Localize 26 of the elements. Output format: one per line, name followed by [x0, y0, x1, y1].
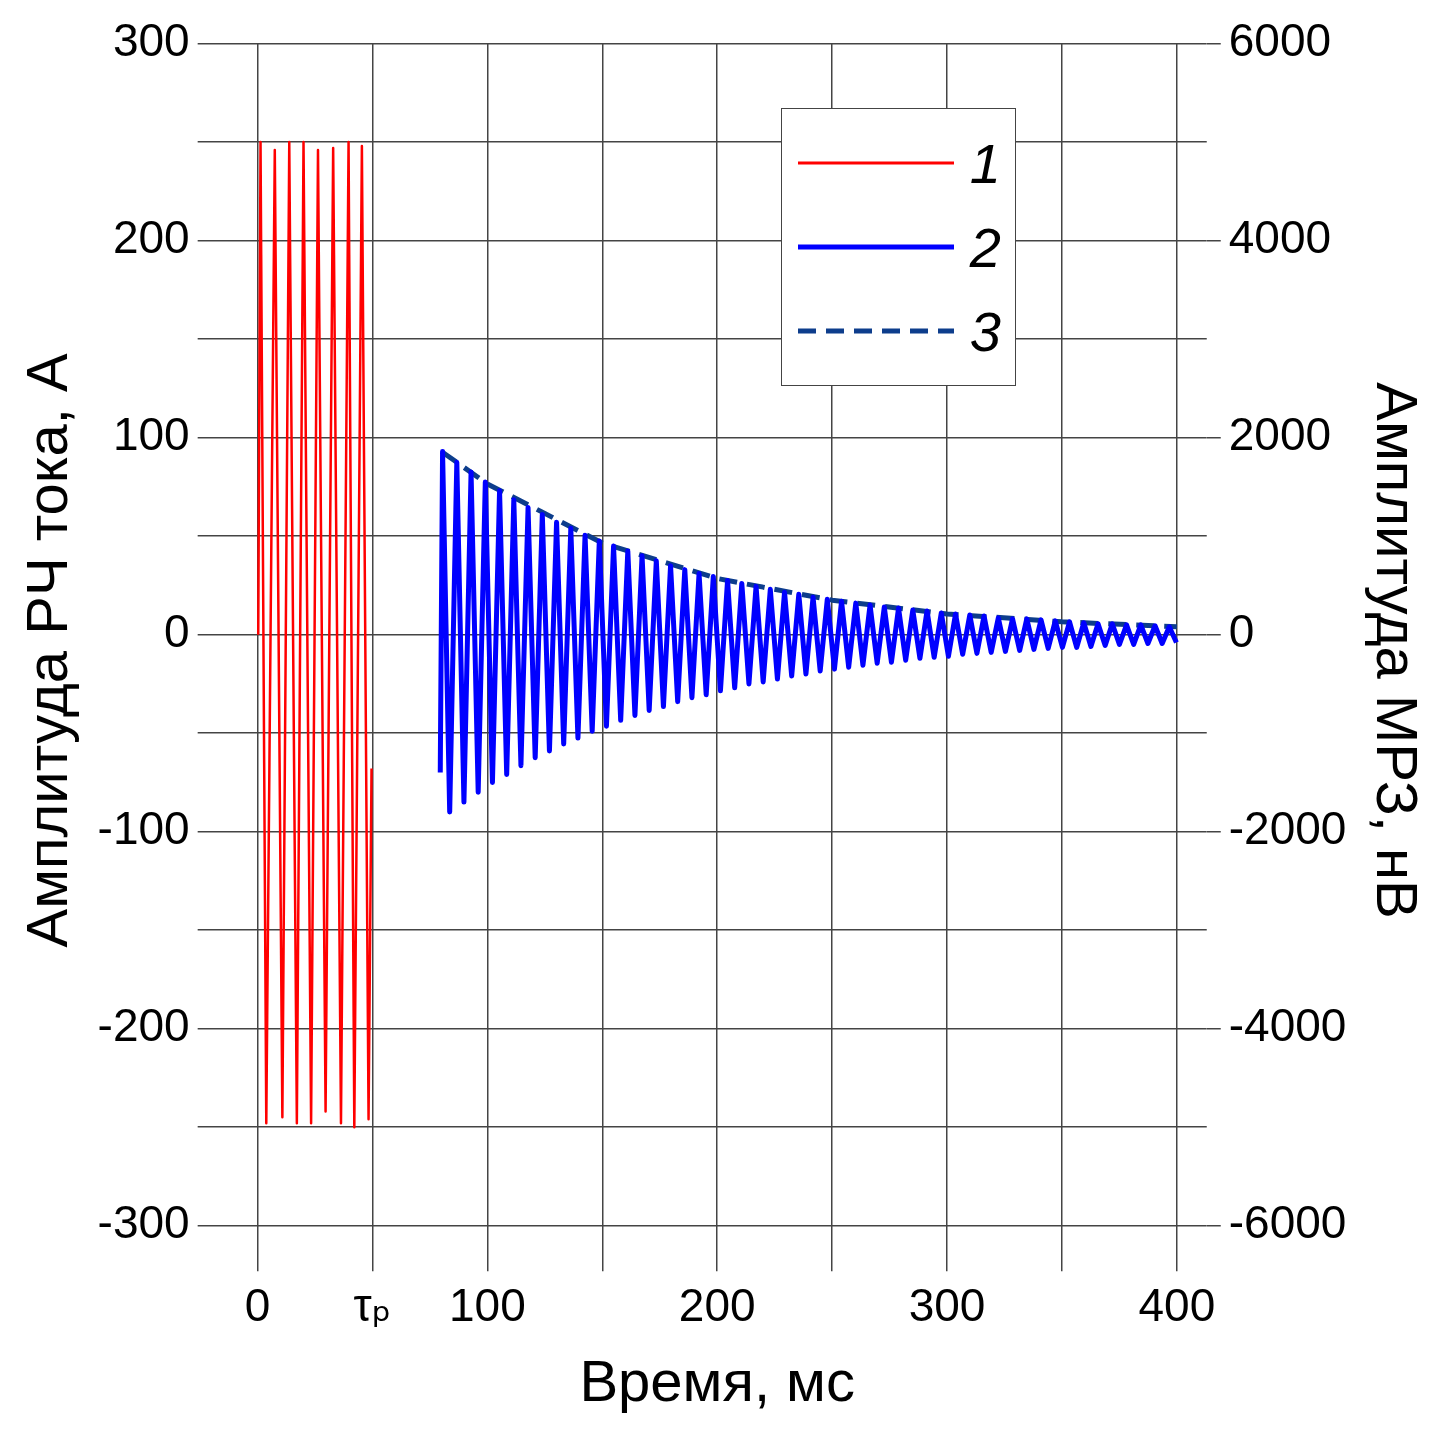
y2-tick-label: 4000 — [1228, 211, 1332, 264]
y-tick-label: -200 — [97, 999, 190, 1052]
y2-tick-label: 2000 — [1228, 408, 1332, 461]
legend-label: 2 — [969, 214, 1001, 280]
legend-label: 1 — [969, 130, 1001, 196]
y2-axis-title: Амплитуда МРЗ, нВ — [1365, 382, 1431, 919]
y-tick-label: -100 — [97, 802, 190, 855]
y-tick-label: 100 — [112, 408, 190, 461]
y-tick-label: -300 — [97, 1196, 190, 1249]
x-axis-title: Время, мс — [579, 1348, 856, 1414]
x-tick-label: 300 — [908, 1279, 986, 1332]
y2-tick-label: -6000 — [1228, 1196, 1347, 1249]
y2-tick-label: -2000 — [1228, 802, 1347, 855]
x-tick-label: 100 — [449, 1279, 526, 1332]
y2-tick-label: -4000 — [1228, 999, 1347, 1052]
x-tick-label: 0 — [244, 1279, 271, 1332]
y2-tick-label: 0 — [1228, 605, 1255, 658]
y-tick-label: 200 — [112, 211, 190, 264]
y2-tick-label: 6000 — [1228, 14, 1332, 67]
legend-label: 3 — [969, 298, 1001, 364]
x-tick-label: 200 — [678, 1279, 756, 1332]
y-axis-title: Амплитуда РЧ тока, А — [13, 353, 79, 948]
y-tick-label: 0 — [164, 605, 190, 658]
x-tick-label: τₚ — [353, 1279, 392, 1332]
x-tick-label: 400 — [1138, 1279, 1216, 1332]
y-tick-label: 300 — [112, 14, 190, 67]
